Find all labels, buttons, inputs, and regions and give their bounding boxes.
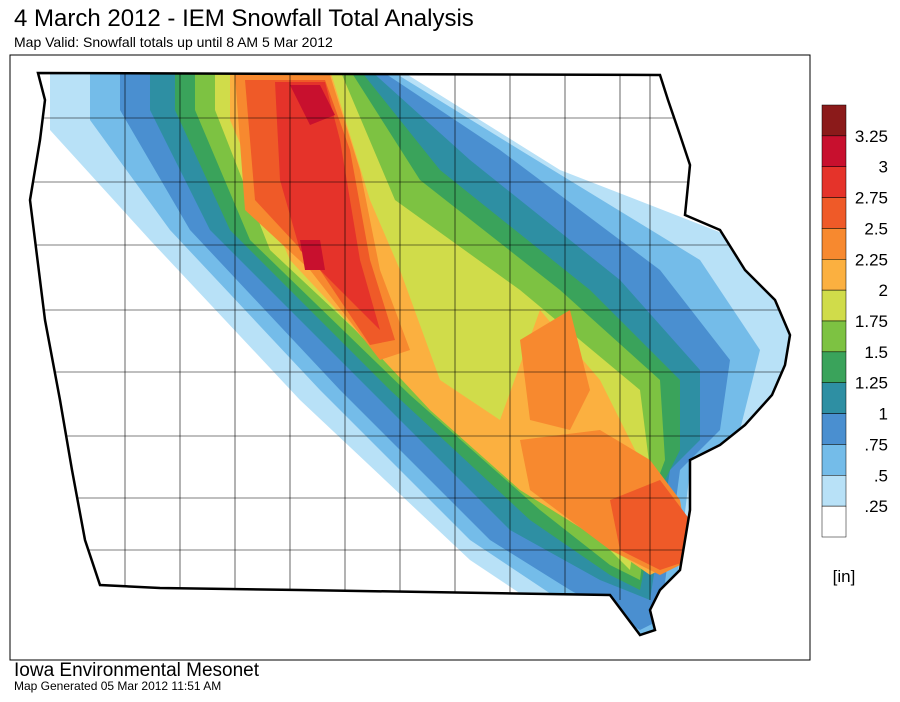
legend-label: 1.5	[864, 343, 888, 362]
legend-swatch	[821, 413, 847, 445]
legend-swatch	[821, 259, 847, 291]
contour	[290, 85, 335, 125]
legend-swatch	[821, 475, 847, 507]
contour	[520, 310, 590, 430]
county-lines	[30, 73, 790, 600]
footer-generated: Map Generated 05 Mar 2012 11:51 AM	[14, 679, 221, 693]
legend-swatch	[821, 166, 847, 198]
legend-swatch	[821, 135, 847, 167]
footer-organization: Iowa Environmental Mesonet	[14, 660, 260, 681]
legend-label: 1.75	[855, 312, 888, 331]
legend-label: 3.25	[855, 127, 888, 146]
legend-swatch	[821, 382, 847, 414]
legend-swatch	[821, 104, 847, 137]
legend-label: 2.25	[855, 250, 888, 269]
legend-swatch	[821, 444, 847, 476]
legend-swatch	[821, 197, 847, 229]
legend-label: 2	[879, 281, 888, 300]
legend-label: .75	[864, 435, 888, 454]
contour	[300, 240, 325, 270]
legend-unit: [in]	[833, 567, 856, 586]
subtitle: Map Valid: Snowfall totals up until 8 AM…	[14, 34, 333, 50]
legend-label: 3	[879, 158, 888, 177]
contour	[275, 82, 380, 330]
legend-swatch	[821, 505, 847, 538]
legend-label: .5	[874, 466, 888, 485]
legend-swatch	[821, 320, 847, 353]
legend-swatch	[821, 289, 847, 322]
legend-label: 1	[879, 405, 888, 424]
legend-label: 2.75	[855, 189, 888, 208]
legend-swatch	[821, 228, 847, 260]
legend-label: 2.5	[864, 219, 888, 238]
legend-label: .25	[864, 497, 888, 516]
legend-swatch	[821, 351, 847, 383]
title: 4 March 2012 - IEM Snowfall Total Analys…	[14, 5, 474, 32]
legend-label: 1.25	[855, 374, 888, 393]
snowfall-contours	[30, 73, 790, 635]
state-outline	[28, 71, 792, 637]
